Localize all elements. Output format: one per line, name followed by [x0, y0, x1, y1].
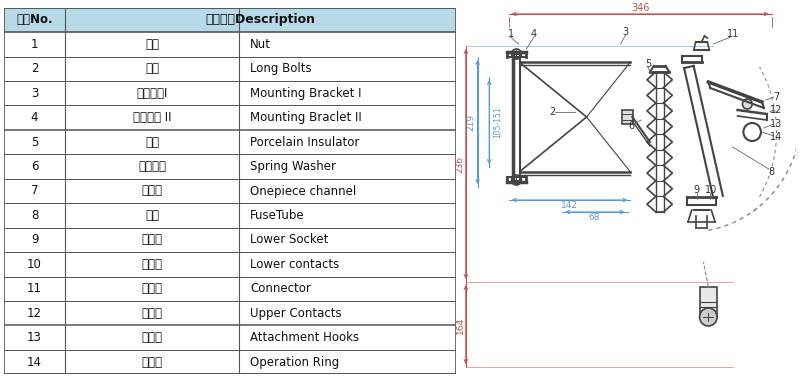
Text: 12: 12 — [770, 105, 782, 115]
FancyBboxPatch shape — [622, 110, 634, 124]
Text: 4: 4 — [30, 111, 38, 124]
Text: 68: 68 — [589, 214, 600, 222]
Text: 1: 1 — [30, 38, 38, 51]
Text: 219: 219 — [466, 113, 475, 131]
Text: Mounting Bracket I: Mounting Bracket I — [250, 87, 362, 100]
Text: Long Bolts: Long Bolts — [250, 62, 312, 75]
Text: Porcelain Insulator: Porcelain Insulator — [250, 136, 360, 149]
Text: 螺母: 螺母 — [145, 38, 159, 51]
Text: 弹簧垫圈: 弹簧垫圈 — [138, 160, 166, 173]
Text: 5: 5 — [645, 59, 651, 69]
Text: Operation Ring: Operation Ring — [250, 356, 339, 369]
Text: 7: 7 — [30, 185, 38, 197]
Text: Lower Socket: Lower Socket — [250, 233, 329, 246]
Text: 上触头: 上触头 — [142, 307, 162, 320]
Text: 瓷件: 瓷件 — [145, 136, 159, 149]
Text: 10: 10 — [27, 258, 42, 271]
Text: 熔管: 熔管 — [145, 209, 159, 222]
Circle shape — [699, 308, 717, 326]
Text: 下支座: 下支座 — [142, 233, 162, 246]
Text: 4: 4 — [531, 29, 537, 39]
Text: 安装支架I: 安装支架I — [136, 87, 168, 100]
Text: Attachment Hooks: Attachment Hooks — [250, 331, 359, 344]
Text: Nut: Nut — [250, 38, 271, 51]
Text: 11: 11 — [726, 29, 739, 39]
Text: 9: 9 — [694, 185, 700, 195]
Text: 部件名称Description: 部件名称Description — [206, 13, 315, 26]
Text: Lower contacts: Lower contacts — [250, 258, 339, 271]
Text: 操作环: 操作环 — [142, 356, 162, 369]
Text: 142: 142 — [561, 201, 578, 210]
Text: 164: 164 — [455, 316, 465, 333]
Text: 1: 1 — [507, 29, 514, 39]
Text: 8: 8 — [31, 209, 38, 222]
Bar — [699, 287, 717, 317]
Text: 9: 9 — [30, 233, 38, 246]
Text: 接线端: 接线端 — [142, 282, 162, 295]
Text: 6: 6 — [30, 160, 38, 173]
Text: 3: 3 — [622, 27, 629, 37]
Text: 2: 2 — [30, 62, 38, 75]
Text: 13: 13 — [770, 119, 782, 129]
Circle shape — [742, 99, 752, 109]
Text: FuseTube: FuseTube — [250, 209, 305, 222]
Text: 105-151: 105-151 — [494, 106, 502, 138]
Text: 6: 6 — [628, 121, 634, 131]
Text: 5: 5 — [31, 136, 38, 149]
Text: 螺杆: 螺杆 — [145, 62, 159, 75]
Text: 安装支架 II: 安装支架 II — [133, 111, 171, 124]
Text: 11: 11 — [27, 282, 42, 295]
Text: 346: 346 — [631, 3, 650, 13]
Text: 14: 14 — [27, 356, 42, 369]
Text: 13: 13 — [27, 331, 42, 344]
Text: Spring Washer: Spring Washer — [250, 160, 336, 173]
Text: Onepiece channel: Onepiece channel — [250, 185, 357, 197]
Text: 7: 7 — [774, 92, 780, 102]
Text: 10: 10 — [705, 185, 718, 195]
Text: 14: 14 — [770, 132, 782, 142]
Text: 导向钩: 导向钩 — [142, 331, 162, 344]
Text: 8: 8 — [769, 167, 774, 177]
Text: 上盖槽: 上盖槽 — [142, 185, 162, 197]
Text: Mounting Braclet II: Mounting Braclet II — [250, 111, 362, 124]
Text: 下触头: 下触头 — [142, 258, 162, 271]
Text: 236: 236 — [455, 155, 465, 173]
Text: Upper Contacts: Upper Contacts — [250, 307, 342, 320]
Text: Connector: Connector — [250, 282, 311, 295]
Text: 编号No.: 编号No. — [16, 13, 53, 26]
Bar — [4, 8, 456, 32]
Text: 12: 12 — [27, 307, 42, 320]
Text: 3: 3 — [31, 87, 38, 100]
Text: 2: 2 — [550, 107, 556, 117]
